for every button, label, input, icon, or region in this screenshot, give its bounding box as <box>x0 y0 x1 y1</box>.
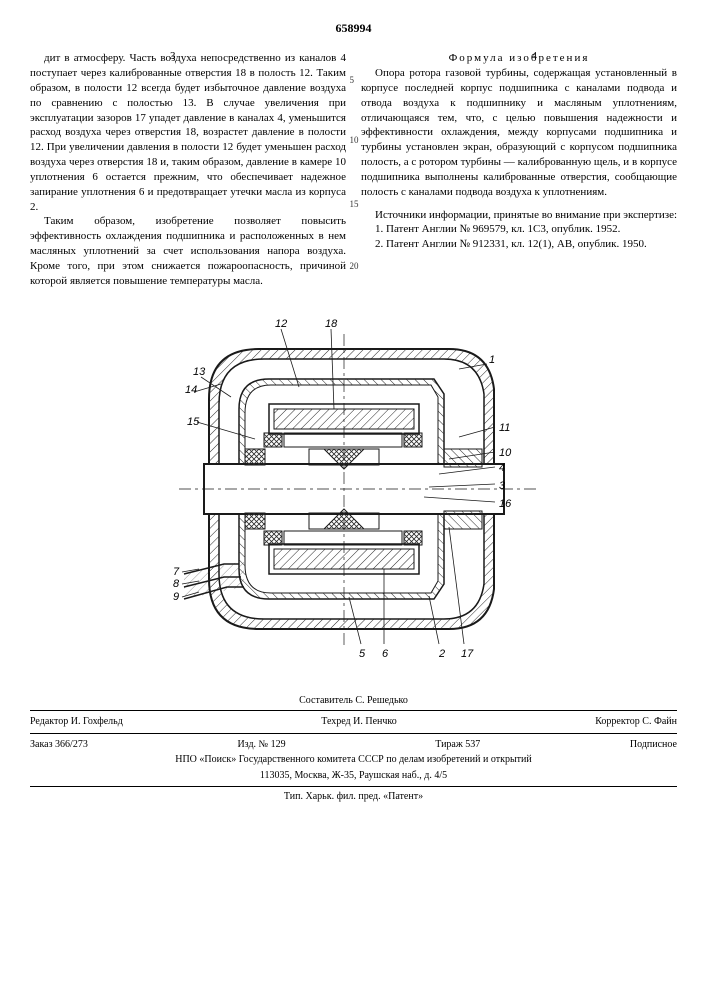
left-col-para1: дит в атмосферу. Часть воздуха непосредс… <box>30 51 346 214</box>
callout-15: 15 <box>187 416 200 428</box>
callout-13: 13 <box>193 366 206 378</box>
callout-3: 3 <box>499 480 506 492</box>
callout-2: 2 <box>438 648 445 660</box>
callout-11: 11 <box>499 422 510 434</box>
callout-16: 16 <box>499 498 512 510</box>
address: 113035, Москва, Ж-35, Раушская наб., д. … <box>30 768 677 784</box>
compiler-name: Составитель С. Решедько <box>30 694 677 708</box>
corrector-name: Корректор С. Файн <box>595 715 677 729</box>
footer-divider <box>30 733 677 734</box>
callout-17: 17 <box>461 648 474 660</box>
page-number-left: 3 <box>170 49 176 64</box>
line-marker: 10 <box>350 134 359 146</box>
callout-9: 9 <box>173 591 179 603</box>
text-columns: дит в атмосферу. Часть воздуха непосредс… <box>30 51 677 289</box>
callout-4: 4 <box>499 462 505 474</box>
callout-1: 1 <box>489 354 495 366</box>
callout-6: 6 <box>382 648 389 660</box>
callout-7: 7 <box>173 566 180 578</box>
organization: НПО «Поиск» Государственного комитета СС… <box>30 752 677 768</box>
printer: Тип. Харьк. фил. пред. «Патент» <box>30 790 677 804</box>
right-col-para1: Опора ротора газовой турбины, содержащая… <box>361 66 677 200</box>
circulation: Тираж 537 <box>435 738 480 752</box>
editor-name: Редактор И. Гохфельд <box>30 715 123 729</box>
figure-svg: 1 2 3 4 5 6 7 8 9 10 11 12 13 14 15 16 1… <box>149 309 559 679</box>
footer-row-1: Редактор И. Гохфельд Техред И. Пенчко Ко… <box>30 714 677 730</box>
techred-name: Техред И. Пенчко <box>321 715 397 729</box>
left-column: дит в атмосферу. Часть воздуха непосредс… <box>30 51 346 289</box>
issue-number: Изд. № 129 <box>237 738 285 752</box>
sources-title: Источники информации, принятые во вниман… <box>361 208 677 223</box>
page-number-right: 4 <box>532 49 538 64</box>
footer-divider <box>30 786 677 787</box>
source-1: 1. Патент Англии № 969579, кл. 1C3, опуб… <box>361 222 677 237</box>
line-marker: 15 <box>350 198 359 210</box>
subscription: Подписное <box>630 738 677 752</box>
footer: Составитель С. Решедько Редактор И. Гохф… <box>30 694 677 804</box>
callout-8: 8 <box>173 578 180 590</box>
callout-10: 10 <box>499 447 512 459</box>
callout-18: 18 <box>325 318 338 330</box>
footer-row-2: Заказ 366/273 Изд. № 129 Тираж 537 Подпи… <box>30 737 677 753</box>
line-marker: 5 <box>350 74 355 86</box>
footer-divider <box>30 710 677 711</box>
formula-title: Формула изобретения <box>361 51 677 66</box>
callout-12: 12 <box>275 318 287 330</box>
left-col-para2: Таким образом, изобретение позволяет пов… <box>30 214 346 288</box>
callout-14: 14 <box>185 384 197 396</box>
callout-5: 5 <box>359 648 366 660</box>
figure: 1 2 3 4 5 6 7 8 9 10 11 12 13 14 15 16 1… <box>149 309 559 679</box>
line-marker: 20 <box>350 260 359 272</box>
document-number: 658994 <box>30 20 677 36</box>
source-2: 2. Патент Англии № 912331, кл. 12(1), AB… <box>361 237 677 252</box>
order-number: Заказ 366/273 <box>30 738 88 752</box>
right-column: Формула изобретения Опора ротора газовой… <box>361 51 677 289</box>
